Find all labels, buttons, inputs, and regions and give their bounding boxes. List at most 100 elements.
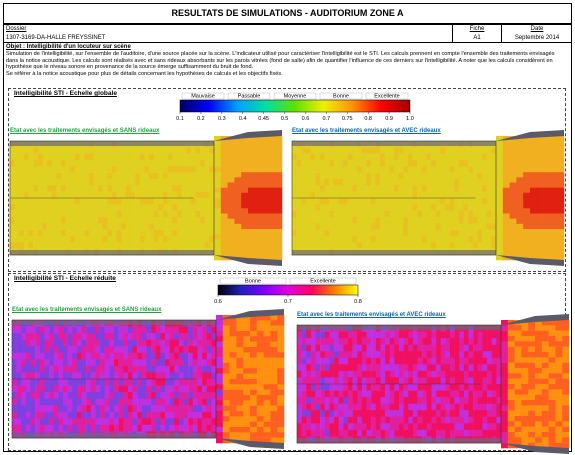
map-cell bbox=[104, 372, 110, 380]
map-cell bbox=[329, 390, 335, 398]
map-cell bbox=[165, 405, 170, 413]
map-cell bbox=[375, 384, 381, 391]
map-cell bbox=[399, 416, 404, 424]
map-cell bbox=[58, 411, 64, 419]
map-cell bbox=[486, 147, 492, 154]
stage-cell bbox=[502, 187, 510, 194]
map-cell bbox=[118, 392, 124, 399]
map-cell bbox=[104, 333, 110, 340]
stage-cell bbox=[528, 357, 536, 363]
map-cell bbox=[408, 403, 414, 411]
map-cell bbox=[426, 204, 432, 211]
map-cell bbox=[297, 344, 302, 352]
map-cell bbox=[116, 229, 122, 237]
map-cell bbox=[93, 236, 99, 243]
map-cell bbox=[371, 403, 377, 411]
map-cell bbox=[160, 418, 166, 426]
map-cell bbox=[463, 351, 469, 359]
map-cell bbox=[310, 423, 316, 431]
map-cell bbox=[183, 379, 189, 386]
map-cell bbox=[195, 217, 201, 224]
map-cell bbox=[112, 160, 117, 167]
stage-cell bbox=[502, 244, 510, 250]
map-cell bbox=[320, 377, 326, 385]
map-cell bbox=[366, 242, 372, 249]
scale-label: Excellente bbox=[310, 279, 335, 285]
map-cell bbox=[357, 410, 363, 418]
map-cell bbox=[165, 339, 170, 347]
map-cell bbox=[130, 229, 136, 237]
stage-cell bbox=[275, 239, 283, 245]
map-cell bbox=[352, 223, 358, 230]
map-cell bbox=[102, 179, 108, 186]
map-cell bbox=[473, 344, 479, 352]
map-cell bbox=[384, 160, 390, 167]
map-cell bbox=[118, 339, 124, 347]
map-cell bbox=[95, 326, 101, 334]
map-cell bbox=[301, 377, 307, 385]
map-cell bbox=[315, 172, 321, 180]
map-cell bbox=[301, 364, 307, 372]
map-cell bbox=[306, 390, 312, 398]
map-cell bbox=[320, 364, 326, 372]
map-cell bbox=[347, 217, 353, 224]
map-cell bbox=[165, 352, 170, 360]
map-cell bbox=[389, 179, 395, 186]
stage-cell bbox=[214, 141, 222, 147]
map-cell bbox=[183, 339, 189, 347]
map-cell bbox=[380, 153, 385, 161]
map-cell bbox=[176, 236, 182, 243]
map-cell bbox=[482, 191, 487, 199]
map-cell bbox=[431, 390, 437, 398]
stage-cell bbox=[516, 213, 524, 219]
stage-cell bbox=[243, 347, 251, 353]
map-cell bbox=[74, 242, 80, 249]
stage-cell bbox=[521, 432, 529, 438]
map-cell bbox=[426, 377, 432, 385]
map-cell bbox=[63, 365, 68, 373]
stage-cell bbox=[214, 151, 222, 157]
map-cell bbox=[371, 357, 377, 365]
map-cell bbox=[361, 223, 367, 230]
map-cell bbox=[324, 166, 330, 173]
stage-cell bbox=[220, 239, 228, 245]
map-cell bbox=[74, 166, 80, 173]
map-cell bbox=[296, 185, 302, 192]
map-cell bbox=[403, 153, 409, 161]
stage-cell bbox=[268, 146, 276, 152]
map-cell bbox=[343, 338, 349, 345]
map-cell bbox=[431, 410, 437, 418]
map-cell bbox=[21, 385, 27, 393]
map-cell bbox=[315, 357, 321, 365]
stage-cell bbox=[509, 182, 517, 188]
map-cell bbox=[403, 236, 409, 243]
stage-cell bbox=[256, 373, 264, 380]
map-cell bbox=[338, 384, 344, 391]
map-cell bbox=[445, 179, 450, 186]
map-cell bbox=[39, 418, 45, 426]
map-cell bbox=[107, 204, 113, 211]
stage-cell bbox=[241, 161, 249, 168]
map-cell bbox=[70, 160, 76, 167]
map-cell bbox=[338, 210, 344, 218]
map-cell bbox=[200, 147, 205, 154]
map-cell bbox=[473, 423, 479, 431]
map-cell bbox=[125, 242, 131, 249]
stage-cell bbox=[514, 384, 522, 390]
map-cell bbox=[100, 385, 105, 393]
map-cell bbox=[67, 424, 73, 432]
map-cell bbox=[315, 179, 321, 186]
stage-cell bbox=[496, 213, 504, 219]
stage-cell bbox=[243, 331, 251, 337]
map-cell bbox=[334, 364, 339, 372]
map-cell bbox=[472, 210, 478, 218]
map-cell bbox=[403, 229, 409, 237]
stage-cell bbox=[530, 192, 538, 199]
stage-cell bbox=[516, 187, 524, 194]
map-cell bbox=[305, 185, 311, 192]
map-cell bbox=[90, 326, 96, 334]
map-cell bbox=[403, 397, 409, 404]
map-cell bbox=[165, 365, 170, 373]
map-cell bbox=[333, 172, 339, 180]
map-cell bbox=[421, 172, 427, 180]
